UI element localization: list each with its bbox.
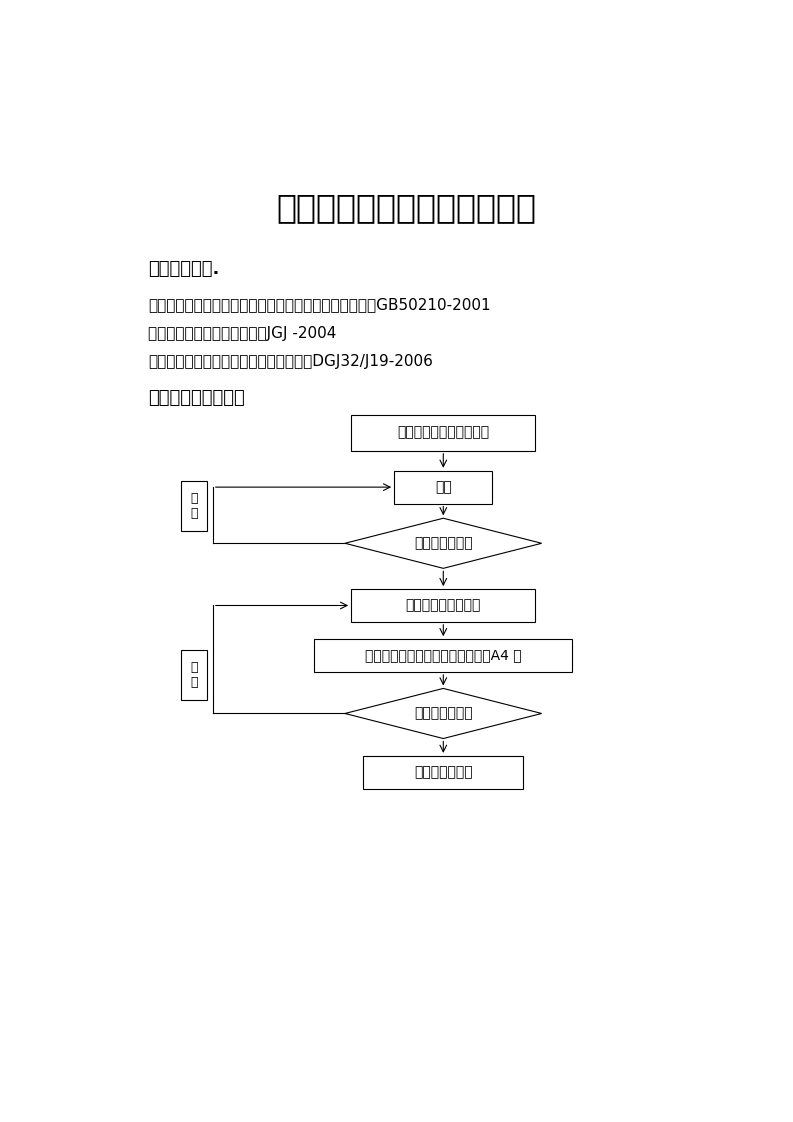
Text: 二、监理工作的流程: 二、监理工作的流程 xyxy=(148,389,245,407)
Text: 《外墙外保温工程技术规程》JGJ -2004: 《外墙外保温工程技术规程》JGJ -2004 xyxy=(148,325,337,341)
Text: 监理工程师巡视: 监理工程师巡视 xyxy=(414,536,473,550)
Text: 监理工程师签认: 监理工程师签认 xyxy=(414,765,473,779)
Text: 施工单位报验，填《报验申请表》A4 表: 施工单位报验，填《报验申请表》A4 表 xyxy=(365,649,522,663)
FancyBboxPatch shape xyxy=(394,471,492,504)
Text: 检查施工单位的技术交底: 检查施工单位的技术交底 xyxy=(397,425,489,440)
Text: 纠
正: 纠 正 xyxy=(190,493,198,521)
Text: 施工: 施工 xyxy=(435,480,452,494)
Polygon shape xyxy=(345,518,542,569)
FancyBboxPatch shape xyxy=(351,414,535,451)
FancyBboxPatch shape xyxy=(182,481,207,531)
Text: 监理工程师验收: 监理工程师验收 xyxy=(414,707,473,720)
FancyBboxPatch shape xyxy=(351,589,535,622)
Polygon shape xyxy=(345,689,542,738)
Text: 完成后施工单位自检: 完成后施工单位自检 xyxy=(405,598,481,613)
Text: 《民用建筑节能工程施工质量验收规程》DGJ32/J19-2006: 《民用建筑节能工程施工质量验收规程》DGJ32/J19-2006 xyxy=(148,355,433,369)
FancyBboxPatch shape xyxy=(363,756,523,789)
Text: 一、编制依据.: 一、编制依据. xyxy=(148,259,220,277)
Text: 监理规划、设计文件、《外墙外保温工程质量验收规范》GB50210-2001: 监理规划、设计文件、《外墙外保温工程质量验收规范》GB50210-2001 xyxy=(148,297,491,312)
FancyBboxPatch shape xyxy=(182,650,207,700)
FancyBboxPatch shape xyxy=(314,640,573,672)
Text: 纠
正: 纠 正 xyxy=(190,661,198,689)
Text: 外墙岩棉板保温监理实施细则: 外墙岩棉板保温监理实施细则 xyxy=(277,192,536,224)
